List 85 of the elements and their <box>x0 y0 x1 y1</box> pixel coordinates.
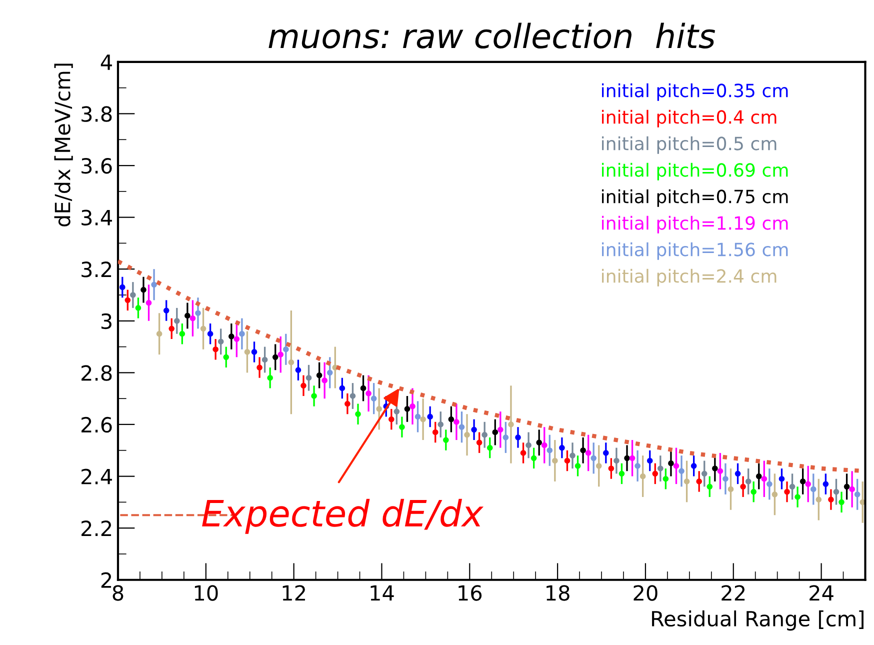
point <box>789 484 796 490</box>
point <box>267 374 273 381</box>
point <box>306 374 312 381</box>
point <box>717 468 724 474</box>
point <box>207 330 214 337</box>
x-axis-title: Residual Range [cm] <box>652 610 864 631</box>
point <box>629 455 636 462</box>
point <box>218 338 224 345</box>
point <box>690 462 697 469</box>
point <box>546 447 553 454</box>
point <box>624 455 630 462</box>
point <box>778 476 785 482</box>
point <box>355 411 361 418</box>
text: initial pitch=0.35 cm <box>602 83 788 101</box>
point <box>838 499 844 506</box>
point <box>471 426 477 433</box>
point <box>536 440 542 446</box>
point <box>239 330 245 337</box>
y-tick-label: 3.8 <box>82 106 112 122</box>
chart-title: muons: raw collection hits <box>268 22 716 49</box>
point <box>295 367 302 374</box>
point <box>156 330 162 337</box>
point <box>740 484 746 490</box>
text: initial pitch=1.19 cm <box>602 216 788 234</box>
point <box>476 440 482 446</box>
point <box>124 297 131 304</box>
point <box>464 432 470 438</box>
point <box>574 462 581 469</box>
y-tick-label: 2.2 <box>82 520 112 536</box>
x-tick-label: 10 <box>194 585 218 601</box>
point <box>272 354 278 360</box>
point <box>454 418 460 425</box>
point <box>662 476 669 482</box>
point <box>195 310 201 316</box>
x-tick-label: 16 <box>458 585 482 601</box>
y-tick-label: 4 <box>100 54 112 70</box>
x-tick-label: 8 <box>112 585 124 601</box>
point <box>596 462 602 469</box>
point <box>179 330 186 337</box>
point <box>300 382 306 389</box>
text: initial pitch=1.56 cm <box>602 242 788 260</box>
x-tick-label: 22 <box>722 585 745 601</box>
point <box>168 326 175 332</box>
point <box>673 462 680 469</box>
y-tick-label: 3 <box>101 313 112 330</box>
point <box>223 354 230 360</box>
x-tick-label: 18 <box>546 585 570 601</box>
text: initial pitch=0.75 cm <box>602 189 788 207</box>
annotation: Expected dE/dx <box>202 498 484 534</box>
y-tick-label: 3.2 <box>82 262 112 278</box>
point <box>174 318 180 324</box>
text: initial pitch=2.4 cm <box>602 268 776 286</box>
y-tick-label: 2.6 <box>82 416 112 433</box>
point <box>844 484 850 490</box>
point <box>854 491 860 498</box>
y-tick-label: 2 <box>101 572 112 588</box>
point <box>590 455 597 462</box>
point <box>212 346 218 352</box>
x-tick-label: 24 <box>810 585 834 601</box>
point <box>580 447 586 454</box>
x-tick-label: 14 <box>370 585 394 601</box>
point <box>366 390 372 396</box>
point <box>498 426 504 433</box>
point <box>151 282 157 288</box>
text: initial pitch=0.5 cm <box>602 136 776 154</box>
text: initial pitch=0.4 cm <box>602 110 776 128</box>
y-tick-label: 3.6 <box>82 158 112 174</box>
y-axis-title: dE/dx [MeV/cm] <box>54 64 73 226</box>
point <box>410 403 416 410</box>
y-tick-label: 2.8 <box>82 365 112 381</box>
point <box>200 326 206 332</box>
point <box>634 462 640 469</box>
y-tick-label: 3.4 <box>82 210 112 226</box>
point <box>530 455 537 462</box>
point <box>722 476 728 482</box>
point <box>761 476 768 482</box>
point <box>772 491 778 498</box>
point <box>482 432 488 438</box>
point <box>706 484 713 490</box>
text: initial pitch=0.69 cm <box>602 162 788 180</box>
point <box>678 468 684 474</box>
x-tick-label: 20 <box>634 585 658 601</box>
point <box>282 346 289 352</box>
y-tick-label: 2.4 <box>82 468 112 484</box>
x-tick-label: 12 <box>282 585 305 601</box>
